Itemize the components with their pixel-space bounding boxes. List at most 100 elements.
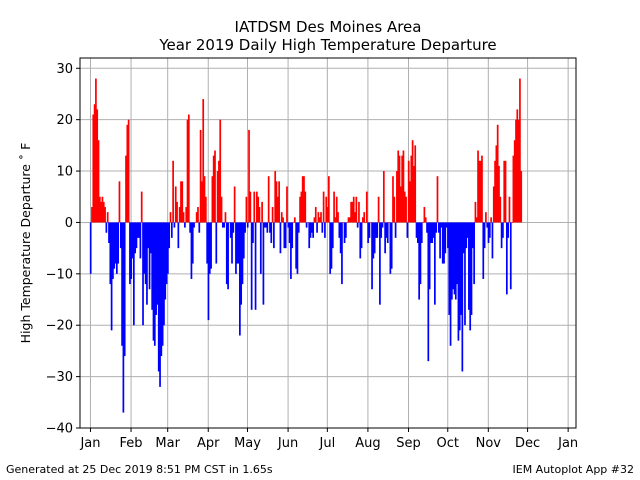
bar [516,109,519,223]
bar [224,212,227,223]
bar [331,222,334,249]
bar [481,155,483,223]
bar [266,222,269,233]
bar [235,222,237,274]
bar [109,222,112,285]
bar [125,155,127,223]
bar [223,222,226,228]
bar [113,222,116,269]
bar [394,222,397,238]
bar [363,212,366,223]
bar [355,196,358,223]
bar [380,222,383,238]
bar [142,222,144,326]
x-tick-label: Jan [557,436,578,451]
bar [448,222,451,315]
bar [127,119,130,223]
bar [161,222,164,346]
bar [261,201,263,223]
bar [325,196,328,223]
bar [265,222,267,228]
bars-group [89,78,523,413]
bar [197,207,199,223]
bar [401,155,403,223]
x-tick-label: May [234,436,261,451]
bar [147,222,150,249]
bar [376,222,379,238]
bar [341,222,343,285]
bar [287,222,290,228]
bar [256,191,258,223]
bar [399,186,402,223]
y-tick-label: 10 [56,165,73,180]
bar [502,222,504,238]
bar [229,222,232,238]
bar [517,119,520,223]
bar [160,222,163,357]
bar [343,222,346,243]
bar [427,222,430,362]
bar [117,222,120,264]
bar [321,222,324,233]
bar [453,222,456,295]
bar [389,222,392,274]
bar [318,217,321,223]
bar [478,160,481,223]
bar [283,222,286,249]
bar [507,222,509,238]
bar [178,207,181,223]
bar [434,222,436,305]
bar [520,171,523,223]
bar [413,165,415,223]
bar [181,181,184,223]
bar [280,212,283,223]
bar [177,222,180,249]
bar [257,196,260,223]
bar [176,201,178,223]
bar [206,222,208,264]
bar [202,99,205,223]
bar [220,196,223,223]
bar [469,222,472,331]
bar [91,207,93,223]
bar [118,181,121,223]
bar [134,222,137,254]
bar [405,196,407,223]
bar [123,222,126,357]
bar [458,222,461,331]
chart-title: IATDSM Des Moines Area [235,18,422,36]
x-tick-label: Jun [277,436,298,451]
bar [201,181,203,223]
footer-app-label: IEM Autoplot App #32 [512,463,635,476]
bar [195,212,198,223]
bar [292,222,295,224]
bar [288,222,291,243]
bar [291,222,294,249]
bar [282,217,284,223]
bar [486,222,489,228]
bar [329,222,332,274]
bar [372,222,375,259]
bar [105,222,108,233]
bar [462,222,465,254]
bar [492,186,495,223]
bar [322,191,325,223]
bar [348,217,351,223]
y-tick-label: −20 [46,319,73,334]
bar [148,222,151,290]
bar [92,114,95,223]
bar [359,222,362,259]
bar [515,119,517,223]
bar [309,222,312,238]
bar [410,155,413,223]
bar [435,222,438,233]
bar [430,222,432,243]
bar [398,155,401,223]
bar [258,207,261,223]
bar [509,222,512,290]
bar [479,160,482,223]
bar [273,222,275,249]
bar [330,222,333,269]
bar [305,222,308,228]
bar [440,222,443,228]
